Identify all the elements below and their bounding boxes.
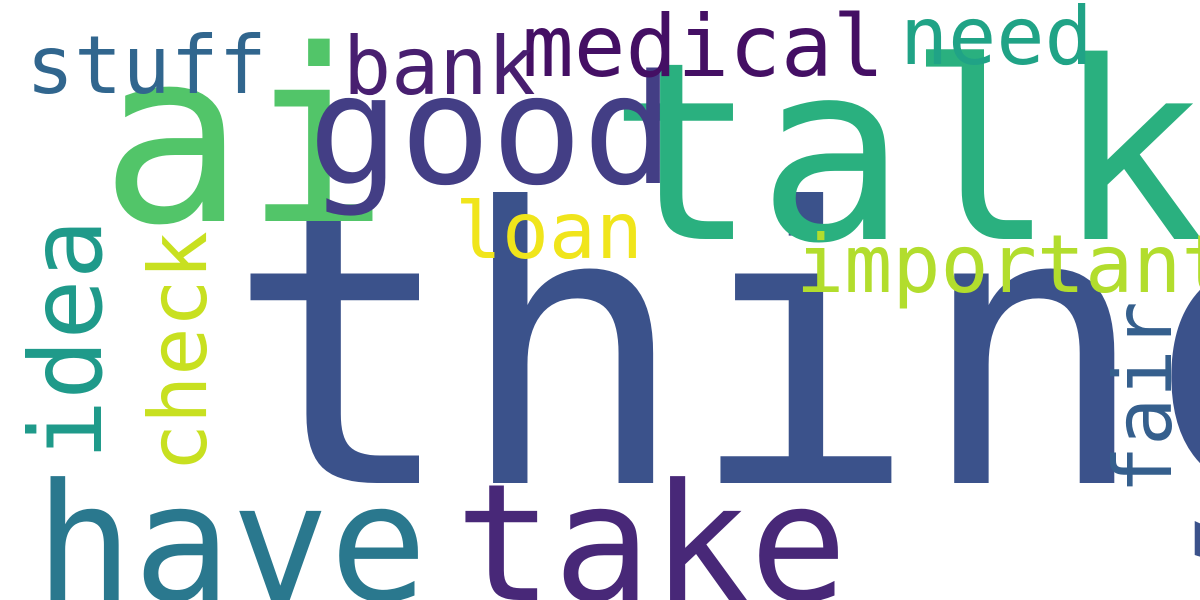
word-bank: bank [343,20,536,113]
word-take: take [455,450,848,600]
word-talk: talk [608,10,1200,298]
word-loan: loan [455,187,643,277]
word-fair: fair [1097,301,1190,494]
word-check: check [132,231,225,472]
word-stuff: stuff [26,19,267,112]
word-important: important [796,218,1200,311]
word-good: good [308,42,675,219]
word-have: have [35,450,428,600]
word-medical: medical [522,0,885,97]
word-idea: idea [8,219,125,460]
word-ai: ai [100,0,389,278]
word-need: need [900,0,1093,83]
word-thing: thing [226,128,1200,574]
